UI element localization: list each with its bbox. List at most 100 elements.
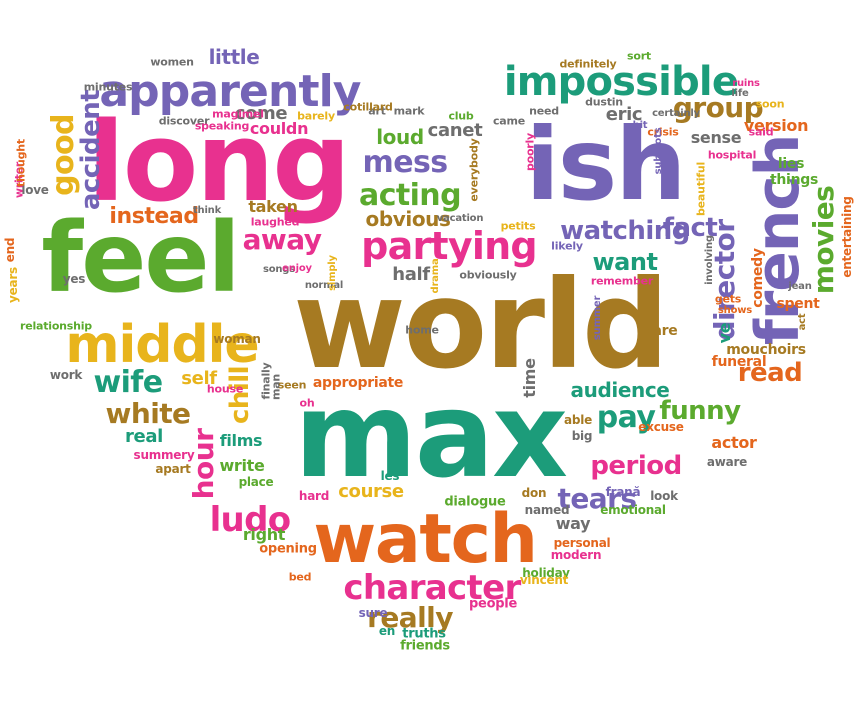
word-ish: ish: [525, 106, 687, 223]
word-comedy: comedy: [750, 248, 766, 308]
word-speaking: speaking: [194, 119, 250, 133]
word-half: half: [392, 264, 430, 285]
word-mess: mess: [362, 145, 449, 180]
word-yes: yes: [62, 272, 86, 286]
word-art: art: [368, 104, 386, 118]
word-away: away: [242, 223, 322, 256]
word-way: way: [555, 514, 591, 533]
word-come: come: [234, 103, 288, 124]
word-vincent: vincent: [519, 573, 569, 587]
word-bit: bit: [632, 120, 648, 131]
word-look: look: [650, 489, 678, 503]
word-partying: partying: [361, 224, 537, 268]
word-real: real: [125, 426, 163, 447]
word-vacation: vacation: [436, 213, 484, 224]
word-write: write: [219, 456, 265, 475]
word-spent: spent: [776, 296, 820, 312]
word-want: want: [592, 248, 658, 276]
word-apart: apart: [155, 462, 191, 476]
word-everybody: everybody: [467, 138, 481, 202]
word-friends: friends: [400, 638, 450, 654]
word-care: care: [644, 323, 678, 339]
word-long: long: [87, 98, 351, 226]
word-aware: aware: [706, 455, 748, 469]
word-fact: fact: [662, 213, 718, 243]
word-cotillard: cotillard: [343, 100, 393, 114]
word-years: years: [6, 267, 20, 303]
word-need: need: [529, 104, 559, 118]
word-audience: audience: [570, 378, 670, 402]
word-white: white: [105, 397, 192, 430]
word-thought: thought: [14, 139, 28, 187]
word-bed: bed: [288, 570, 312, 584]
word-jean: jean: [788, 281, 812, 292]
word-summery: summery: [133, 448, 195, 462]
word-life: life: [731, 88, 749, 99]
word-lies: lies: [777, 156, 805, 172]
word-world: world: [293, 254, 669, 396]
word-mark: mark: [393, 104, 425, 118]
word-beautiful: beautiful: [694, 161, 708, 217]
word-discover: discover: [158, 114, 210, 128]
word-films: films: [219, 431, 263, 450]
word-act: act: [797, 313, 808, 331]
word-right: right: [242, 525, 286, 544]
word-apparently: apparently: [99, 66, 361, 117]
word-able: able: [564, 413, 592, 427]
word-songs: songs: [262, 264, 296, 275]
word-modern: modern: [550, 548, 602, 562]
word-middle: middle: [65, 315, 259, 375]
word-entertaining: entertaining: [840, 196, 854, 278]
word-character: character: [343, 568, 521, 608]
word-drama: drama: [430, 258, 441, 294]
word-soon: soon: [755, 97, 785, 111]
word-tears: tears: [557, 482, 638, 515]
word-hour: hour: [187, 428, 220, 500]
word-gets: gets: [714, 292, 742, 306]
word-feel: feel: [41, 202, 240, 314]
word-good: good: [46, 114, 81, 196]
word-things: things: [769, 172, 819, 188]
word-place: place: [238, 475, 274, 489]
word-love: love: [21, 183, 49, 197]
word-sure: sure: [358, 606, 388, 620]
word-acting: acting: [359, 178, 461, 213]
word-eric: eric: [605, 104, 643, 125]
word-instead: instead: [109, 204, 199, 229]
word-big: big: [571, 429, 593, 443]
word-funny: funny: [659, 396, 741, 426]
word-obviously: obviously: [459, 268, 517, 282]
word-little: little: [208, 45, 260, 69]
word-time: time: [520, 358, 539, 398]
word-self: self: [181, 368, 217, 389]
word-shows: shows: [717, 305, 753, 316]
word-certainly: certainly: [652, 108, 700, 119]
word-definitely: definitely: [559, 57, 617, 71]
word-ve: ve: [715, 322, 734, 344]
word-taken: taken: [248, 197, 298, 216]
word-dustin: dustin: [585, 95, 623, 109]
word-sort: sort: [627, 49, 651, 63]
word-accident: accident: [76, 89, 106, 211]
word-enjoy: enjoy: [282, 263, 312, 274]
word-came: came: [493, 114, 525, 128]
word-opening: opening: [259, 541, 317, 557]
word-holiday: holiday: [522, 566, 570, 580]
word-ludo: ludo: [209, 500, 292, 540]
word-obvious: obvious: [365, 207, 451, 231]
word-think: think: [192, 205, 222, 216]
word-version: version: [743, 116, 809, 135]
word-barely: barely: [297, 109, 335, 123]
word-movies: movies: [807, 185, 840, 295]
word-impossible: impossible: [503, 59, 739, 105]
word-emotional: emotional: [600, 503, 666, 517]
word-hard: hard: [298, 489, 330, 503]
word-canet: canet: [427, 120, 483, 141]
word-work: work: [49, 368, 83, 382]
word-said: said: [748, 125, 774, 139]
word-woman: woman: [213, 332, 261, 346]
word-group: group: [672, 91, 764, 124]
word-home: home: [405, 323, 439, 337]
word-subplots: subplots: [653, 127, 664, 175]
